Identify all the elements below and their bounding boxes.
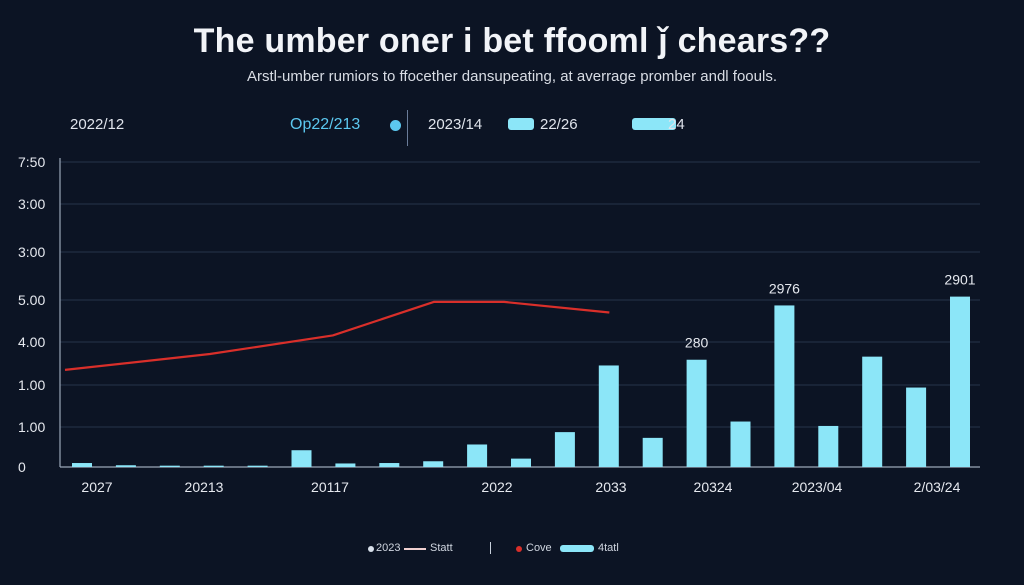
y-tick-label: 3:00 [18, 196, 45, 212]
bottom-legend: 2023 Statt Cove 4tatl [0, 540, 1024, 560]
legend-label-1: 2022/12 [70, 116, 125, 133]
legend-label-5: 24 [668, 116, 685, 133]
data-label: 2901 [944, 272, 975, 288]
bar-15 [730, 421, 751, 467]
y-tick-label: 1.00 [18, 419, 45, 435]
legend-divider [407, 110, 408, 146]
bar-20 [950, 296, 970, 467]
bar-8 [423, 461, 444, 467]
x-tick-label: 2023/04 [792, 479, 843, 495]
x-tick-label: 2/03/24 [914, 479, 961, 495]
legend-label-3: 2023/14 [428, 116, 483, 133]
legend-swatch-2 [632, 118, 676, 130]
data-label: 2976 [769, 280, 800, 296]
legend-bottom-label-1: 2023 [376, 542, 401, 554]
data-labels: 280 2976 2901 [685, 272, 976, 351]
line-series-path [64, 300, 610, 371]
line-series [64, 300, 610, 371]
bar-19 [906, 387, 927, 467]
bar-5 [291, 450, 312, 467]
bar-12 [598, 365, 619, 467]
bar-7 [379, 463, 400, 467]
legend-bottom-label-3: Cove [526, 542, 552, 554]
y-tick-label: 4.00 [18, 334, 45, 350]
top-legend: 2022/12 Op22/213 2023/14 22/26 24 [0, 110, 1024, 146]
bar-13 [642, 437, 663, 467]
legend-bottom-label-2: Statt [430, 542, 453, 554]
legend-bottom-divider [490, 542, 491, 554]
y-tick-label: 0 [18, 459, 26, 475]
bar-17 [818, 425, 839, 467]
data-label: 280 [685, 335, 709, 351]
grid-lines [60, 161, 980, 428]
bar-6 [335, 463, 356, 467]
legend-dot-marker [390, 120, 401, 131]
legend-swatch-1 [508, 118, 534, 130]
x-tick-label: 2027 [81, 479, 112, 495]
y-tick-label: 7:50 [18, 154, 45, 170]
chart-subtitle: Arstl-umber rumiors to ffocether dansupe… [247, 68, 777, 85]
y-tick-label: 1.00 [18, 377, 45, 393]
legend-bottom-label-4: 4tatl [598, 542, 619, 554]
legend-bottom-line-1 [404, 548, 426, 550]
bar-0 [72, 463, 92, 467]
chart-title: The umber oner i bet ffooml ǰ chears?? [193, 22, 831, 60]
bar-18 [862, 356, 883, 467]
bar-series [72, 296, 970, 467]
y-tick-label: 3:00 [18, 244, 45, 260]
x-tick-label: 2033 [595, 479, 626, 495]
legend-label-4: 22/26 [540, 116, 578, 133]
x-tick-label: 20213 [185, 479, 224, 495]
bar-9 [467, 444, 488, 467]
tick-labels: 7:50 3:00 3:00 5.00 4.00 1.00 1.00 0 2027 20213 20… [18, 154, 961, 495]
legend-bottom-dot-2 [516, 546, 522, 552]
legend-label-2: Op22/213 [290, 116, 361, 133]
bar-1 [115, 465, 136, 467]
bar-14 [686, 359, 707, 467]
bar-3 [203, 465, 224, 467]
bar-10 [511, 458, 531, 467]
x-tick-label: 20117 [311, 479, 349, 495]
bar-16 [774, 305, 795, 467]
bar-2 [159, 465, 180, 467]
x-tick-label: 2022 [481, 479, 512, 495]
legend-bottom-bar [560, 545, 594, 552]
x-tick-label: 20324 [694, 479, 733, 495]
y-tick-label: 5.00 [18, 292, 45, 308]
legend-bottom-dot-1 [368, 546, 374, 552]
bar-4 [247, 465, 268, 467]
bar-11 [554, 432, 575, 467]
